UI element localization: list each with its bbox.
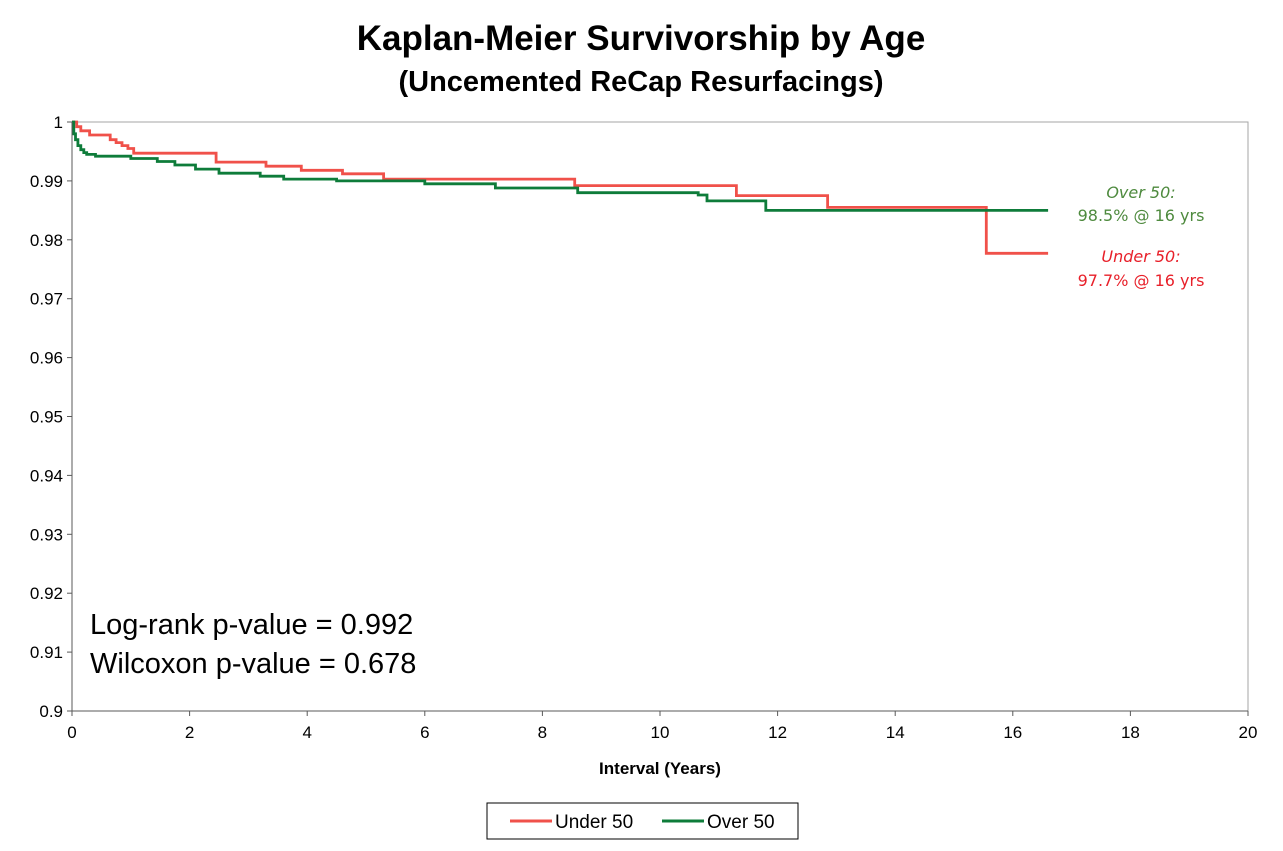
x-tick-label: 12	[768, 723, 787, 742]
x-tick-label: 18	[1121, 723, 1140, 742]
over50-annotation-value: 98.5% @ 16 yrs	[1078, 206, 1205, 225]
y-tick-label: 0.97	[30, 290, 63, 309]
y-tick-label: 0.92	[30, 584, 63, 603]
x-tick-label: 10	[651, 723, 670, 742]
legend: Under 50 Over 50	[486, 802, 799, 840]
y-tick-label: 0.99	[30, 172, 63, 191]
y-tick-label: 0.96	[30, 349, 63, 368]
x-tick-label: 8	[538, 723, 547, 742]
legend-label-over-50: Over 50	[707, 812, 775, 833]
y-tick-label: 0.93	[30, 525, 63, 544]
x-tick-label: 16	[1003, 723, 1022, 742]
y-tick-label: 0.98	[30, 231, 63, 250]
series-line-under-50	[72, 120, 1049, 255]
x-axis-label: Interval (Years)	[599, 759, 721, 778]
y-tick-label: 1	[54, 113, 63, 132]
x-tick-label: 14	[886, 723, 905, 742]
y-axis-ticks: 0.9 0.91 0.92 0.93 0.94 0.95 0.96 0.97 0.98 0.99 1	[30, 113, 72, 721]
series-line-over-50	[72, 120, 1049, 212]
x-tick-label: 0	[67, 723, 76, 742]
wilcoxon-stat: Wilcoxon p-value = 0.678	[90, 648, 416, 680]
series-lines	[72, 120, 1049, 255]
legend-label-under-50: Under 50	[555, 812, 633, 833]
chart-subtitle: (Uncemented ReCap Resurfacings)	[398, 66, 883, 98]
y-tick-label: 0.91	[30, 643, 63, 662]
x-tick-label: 2	[185, 723, 194, 742]
plot-area	[71, 121, 1249, 712]
x-axis-ticks: 0 2 4 6 8 10 12 14 16 18 20	[67, 711, 1257, 742]
over50-annotation-label: Over 50:	[1106, 183, 1175, 202]
chart-title: Kaplan-Meier Survivorship by Age	[357, 19, 926, 58]
under50-annotation-value: 97.7% @ 16 yrs	[1078, 271, 1205, 290]
y-tick-label: 0.9	[39, 702, 63, 721]
y-tick-label: 0.94	[30, 466, 63, 485]
x-tick-label: 4	[302, 723, 311, 742]
y-tick-label: 0.95	[30, 408, 63, 427]
under50-annotation-label: Under 50:	[1101, 247, 1180, 266]
x-tick-label: 20	[1239, 723, 1258, 742]
logrank-stat: Log-rank p-value = 0.992	[90, 609, 413, 641]
x-tick-label: 6	[420, 723, 429, 742]
